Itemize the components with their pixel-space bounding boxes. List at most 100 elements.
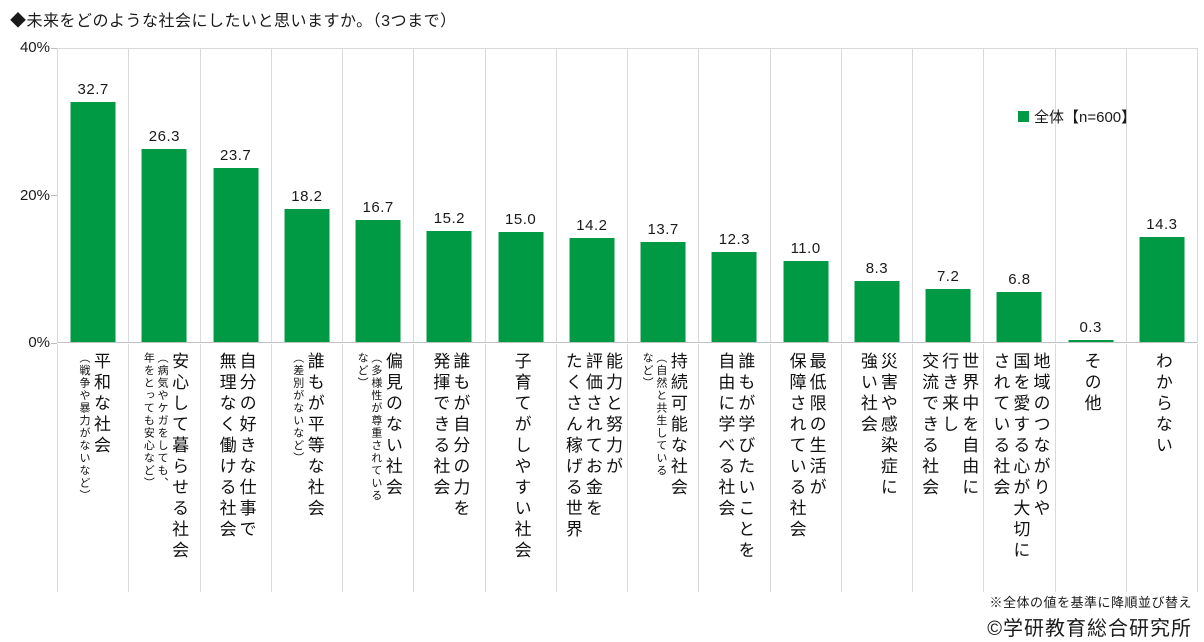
category-label: 偏見のない社会 （多様性が尊重されている など） — [354, 352, 402, 502]
bar-value-label: 8.3 — [865, 260, 889, 278]
category-label: わからない — [1152, 352, 1172, 457]
category-label-line: 最低限の生活が — [806, 352, 826, 499]
legend-label: 全体【n=600】 — [1034, 109, 1137, 126]
category-label: 自分の好きな仕事で 無理なく働ける社会 — [216, 352, 256, 541]
bar-cell: 32.7 — [58, 49, 130, 342]
category-label-line: 強い社会 — [857, 352, 877, 436]
bar-cell: 18.2 — [272, 49, 343, 342]
category-label-line: わからない — [1152, 352, 1172, 457]
category-label-note-line: （戦争や暴力がないなど） — [77, 352, 90, 502]
category-label-line: 自分の好きな仕事で — [236, 352, 256, 541]
category-label: 能力と努力が 評価されてお金を たくさん稼げる世界 — [562, 352, 622, 541]
category-label-line: その他 — [1081, 352, 1101, 415]
y-axis-tick-label-0: 0% — [28, 334, 50, 351]
category-label: 誰もが自分の力を 発揮できる社会 — [429, 352, 469, 520]
category-label-cell: 地域のつながりや 国を愛する心が大切に されている社会 — [984, 344, 1056, 592]
bar — [426, 230, 472, 342]
category-label-line: たくさん稼げる世界 — [562, 352, 582, 541]
bar-cell: 12.3 — [699, 49, 771, 342]
bar-cell: 14.2 — [557, 49, 628, 342]
category-label-line: 発揮できる社会 — [430, 352, 450, 499]
category-label-note-line: など） — [641, 352, 654, 390]
category-label: 持続可能な社会 （自然と共生している など） — [639, 352, 687, 499]
y-axis-tick-mark — [51, 195, 57, 196]
bar — [213, 168, 259, 342]
bar-value-label: 0.3 — [1079, 318, 1102, 336]
category-label-cell: 誰もが学びたいことを 自由に学べる社会 — [699, 344, 771, 592]
category-label-note-line: （差別がないなど） — [291, 352, 304, 465]
bar-cell: 15.0 — [486, 49, 557, 342]
sort-footnote: ※全体の値を基準に降順並び替え — [989, 595, 1192, 610]
bar — [925, 289, 971, 342]
bar-cell: 0.3 — [1056, 49, 1127, 342]
legend-swatch-icon — [1018, 111, 1029, 122]
category-label-cell: 持続可能な社会 （自然と共生している など） — [628, 344, 700, 592]
category-label-line: 偏見のない社会 — [382, 352, 402, 499]
category-label-cell: 能力と努力が 評価されてお金を たくさん稼げる世界 — [557, 344, 628, 592]
category-label-cell: 世界中を自由に 行き来し 交流できる社会 — [913, 344, 985, 592]
bar — [640, 241, 686, 342]
y-axis-tick-mark — [51, 48, 57, 49]
category-label-cell: その他 — [1056, 344, 1127, 592]
bar — [783, 261, 829, 342]
category-label-line: 誰もが平等な社会 — [304, 352, 324, 520]
category-label-line: 誰もが自分の力を — [450, 352, 470, 520]
category-label-note-line: （自然と共生している — [654, 352, 667, 477]
category-label-note-line: （病気やケガをしても、 — [156, 352, 169, 490]
category-label-cell: わからない — [1127, 344, 1197, 592]
bar — [1139, 237, 1185, 342]
bar-value-label: 11.0 — [790, 240, 821, 258]
category-label-line: 交流できる社会 — [919, 352, 939, 499]
bar-value-label: 6.8 — [1008, 271, 1031, 289]
category-label-line: 災害や感染症に — [877, 352, 897, 499]
category-label: 安心して暮らせる社会 （病気やケガをしても、 年をとっても安心など） — [141, 352, 188, 562]
category-label-line: 持続可能な社会 — [667, 352, 687, 499]
bar-cell: 14.3 — [1127, 49, 1197, 342]
category-label-cell: 誰もが平等な社会 （差別がないなど） — [272, 344, 343, 592]
category-label-cell: 自分の好きな仕事で 無理なく働ける社会 — [201, 344, 272, 592]
bar-cell: 7.2 — [913, 49, 985, 342]
bar — [711, 251, 757, 342]
bar — [355, 219, 401, 342]
category-label-cell: 平和な社会 （戦争や暴力がないなど） — [58, 344, 130, 592]
category-label-line: 自由に学べる社会 — [715, 352, 735, 520]
bar-cell: 15.2 — [414, 49, 486, 342]
category-label: 平和な社会 （戦争や暴力がないなど） — [76, 352, 110, 502]
category-label-note-line: など） — [356, 352, 369, 390]
bar — [284, 208, 330, 342]
y-axis-tick-label-20: 20% — [19, 187, 50, 204]
category-label: その他 — [1081, 352, 1101, 415]
category-label: 子育てがしやすい社会 — [511, 352, 531, 562]
category-label-line: 保障されている社会 — [786, 352, 806, 541]
bar-cell: 8.3 — [842, 49, 913, 342]
category-label-line: 国を愛する心が大切に — [1010, 352, 1030, 562]
bar-value-label: 16.7 — [362, 198, 394, 216]
category-label-line: 子育てがしやすい社会 — [511, 352, 531, 562]
bar-value-label: 32.7 — [77, 81, 109, 99]
category-label-cell: 最低限の生活が 保障されている社会 — [771, 344, 842, 592]
bar-value-label: 15.0 — [505, 211, 537, 229]
bar-cell: 26.3 — [129, 49, 201, 342]
bar-cell: 23.7 — [201, 49, 272, 342]
category-label-line: 評価されてお金を — [582, 352, 602, 520]
category-label: 誰もが平等な社会 （差別がないなど） — [290, 352, 324, 520]
bar-value-label: 14.3 — [1146, 216, 1178, 234]
bar-value-label: 13.7 — [647, 220, 679, 238]
category-label: 世界中を自由に 行き来し 交流できる社会 — [918, 352, 978, 499]
bar-value-label: 23.7 — [220, 147, 252, 165]
category-label-cell: 偏見のない社会 （多様性が尊重されている など） — [343, 344, 415, 592]
bar-value-label: 7.2 — [936, 268, 960, 286]
bar-value-label: 18.2 — [291, 187, 323, 205]
category-axis: 平和な社会 （戦争や暴力がないなど） 安心して暮らせる社会 （病気やケガをしても、 年を… — [57, 344, 1198, 592]
category-label-note-line: 年をとっても安心など） — [142, 352, 155, 490]
category-label-line: されている社会 — [990, 352, 1010, 499]
category-label-cell: 災害や感染症に 強い社会 — [842, 344, 913, 592]
bar-value-label: 12.3 — [718, 230, 750, 248]
y-axis-tick-label-40: 40% — [19, 39, 50, 56]
bar-cell: 13.7 — [628, 49, 700, 342]
category-label-line: 無理なく働ける社会 — [216, 352, 236, 541]
legend: 全体【n=600】 — [1018, 106, 1136, 127]
category-label-cell: 安心して暮らせる社会 （病気やケガをしても、 年をとっても安心など） — [129, 344, 201, 592]
category-label-note-line: （多様性が尊重されている — [369, 352, 382, 502]
